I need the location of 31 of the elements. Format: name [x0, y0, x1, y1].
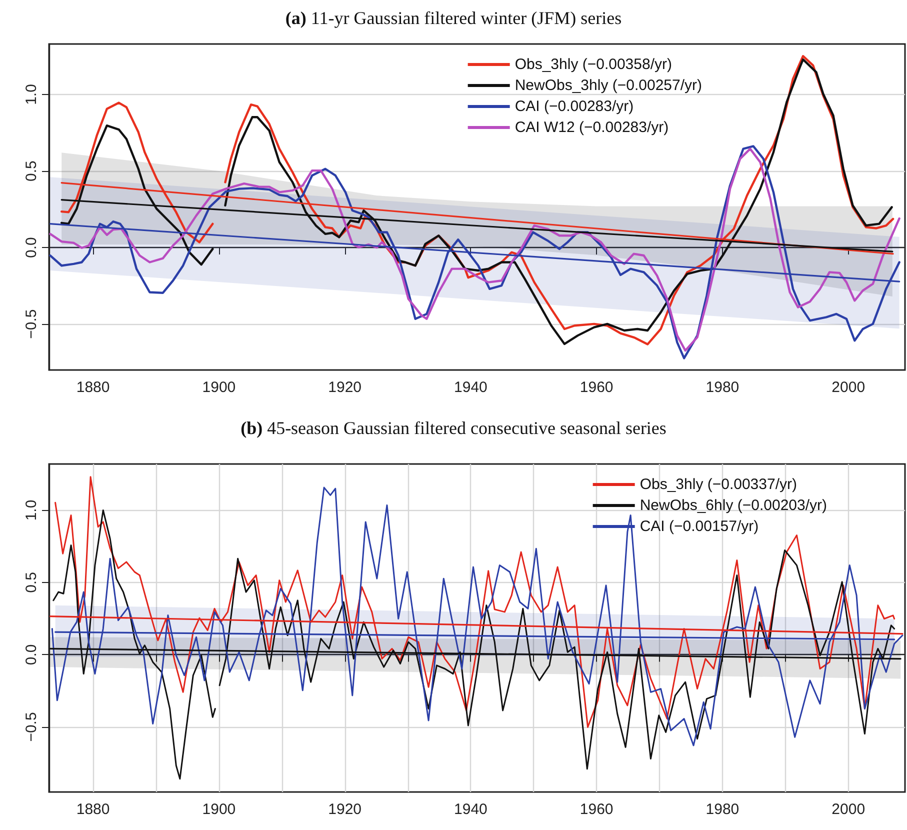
x-tick-label: 2000 — [832, 379, 866, 396]
x-tick-label: 1960 — [580, 801, 614, 818]
x-tick-label: 1980 — [706, 379, 740, 396]
legend-label: CAI (−0.00283/yr) — [514, 98, 634, 115]
y-tick-label: 0.0 — [23, 644, 40, 666]
legend-label: CAI (−0.00157/yr) — [640, 518, 759, 535]
chart-title: (a) 11-yr Gaussian filtered winter (JFM) series — [285, 8, 622, 28]
x-tick-label: 1900 — [202, 379, 236, 396]
y-tick-label: −0.5 — [23, 712, 40, 742]
legend-label: Obs_3hly (−0.00358/yr) — [514, 56, 672, 73]
y-tick-label: −0.5 — [23, 309, 40, 339]
x-tick-label: 1900 — [202, 801, 236, 818]
y-tick-label: 1.0 — [23, 500, 40, 521]
y-tick-label: 0.5 — [23, 572, 40, 593]
x-tick-label: 1880 — [76, 379, 110, 396]
x-tick-label: 1920 — [328, 801, 362, 818]
y-tick-label: 0.0 — [23, 237, 40, 258]
x-tick-label: 1880 — [76, 801, 110, 818]
x-tick-label: 1920 — [328, 379, 362, 396]
y-tick-label: 1.0 — [23, 84, 40, 105]
chart-title: (b) 45-season Gaussian filtered consecutive seasonal series — [240, 418, 666, 438]
x-tick-label: 1940 — [454, 801, 488, 818]
x-tick-label: 1940 — [454, 379, 488, 396]
legend-label: CAI W12 (−0.00283/yr) — [514, 119, 669, 136]
x-tick-label: 2000 — [832, 801, 866, 818]
legend-label: NewObs_6hly (−0.00203/yr) — [640, 497, 828, 514]
x-tick-label: 1960 — [580, 379, 614, 396]
x-tick-label: 1980 — [706, 801, 740, 818]
legend-label: NewObs_3hly (−0.00257/yr) — [514, 77, 702, 94]
y-tick-label: 0.5 — [23, 160, 40, 182]
legend-label: Obs_3hly (−0.00337/yr) — [640, 476, 797, 493]
